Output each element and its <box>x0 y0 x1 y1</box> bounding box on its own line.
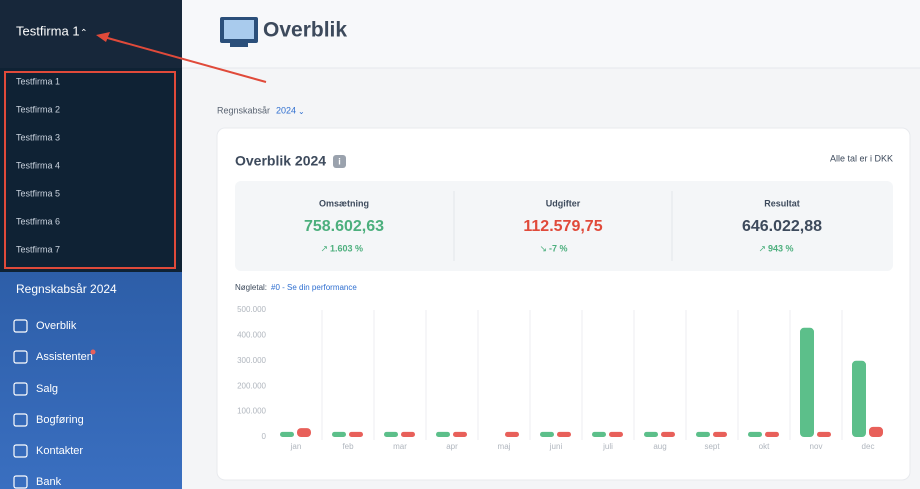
kpi-value: 112.579,75 <box>523 218 602 235</box>
company-dropdown <box>0 68 182 272</box>
fiscal-year[interactable]: Regnskabsår 2024 <box>16 282 117 296</box>
menu-icon <box>13 382 28 396</box>
x-tick-label: mar <box>393 442 407 451</box>
x-tick-label: okt <box>759 442 770 451</box>
card-note: Alle tal er i DKK <box>830 153 893 163</box>
x-tick-label: juli <box>602 442 613 451</box>
bar <box>609 431 623 437</box>
bar <box>765 431 779 437</box>
bar <box>332 431 346 437</box>
x-tick-label: apr <box>446 442 458 451</box>
company-option[interactable]: Testfirma 2 <box>16 104 60 114</box>
bar <box>817 431 831 437</box>
bar <box>540 431 554 437</box>
y-tick-label: 100.000 <box>237 407 266 416</box>
kpi-label: Omsætning <box>319 198 369 208</box>
company-selector[interactable]: Testfirma 1 <box>16 23 80 38</box>
menu-icon <box>13 350 28 364</box>
trend-icon: ↗ <box>320 243 328 253</box>
card-title: Overblik 2024 <box>235 153 326 169</box>
bar <box>748 431 762 437</box>
menu-item[interactable]: Bank <box>36 476 62 488</box>
kpi-change: 943 % <box>768 243 794 253</box>
y-tick-label: 400.000 <box>237 331 266 340</box>
bar <box>297 428 311 437</box>
filter-value[interactable]: 2024 <box>276 105 296 115</box>
x-tick-label: maj <box>498 442 511 451</box>
y-tick-label: 0 <box>262 432 267 441</box>
x-tick-label: aug <box>653 442 666 451</box>
y-tick-label: 300.000 <box>237 356 266 365</box>
highlight-box <box>4 71 176 269</box>
y-tick-label: 200.000 <box>237 381 266 390</box>
bar <box>713 431 727 437</box>
bar <box>453 431 467 437</box>
kpi-label: Udgifter <box>546 198 581 208</box>
sidebar-top <box>0 0 182 68</box>
bar <box>852 360 866 437</box>
notification-dot <box>90 349 96 355</box>
info-glyph: i <box>338 156 341 166</box>
bar <box>349 431 363 437</box>
x-tick-label: juni <box>549 442 563 451</box>
bar <box>384 431 398 437</box>
kpi-label: Resultat <box>764 198 800 208</box>
bar <box>800 327 814 437</box>
bar <box>557 431 571 437</box>
header-bar <box>182 0 920 68</box>
bar <box>869 426 883 437</box>
menu-item[interactable]: Bogføring <box>36 414 84 426</box>
info-icon[interactable] <box>333 155 346 168</box>
x-tick-label: nov <box>810 442 823 451</box>
bar <box>592 431 606 437</box>
annotation-arrow <box>103 36 267 83</box>
kpi-value: 646.022,88 <box>742 218 822 235</box>
chevron: ⌃ <box>80 27 88 37</box>
kpi-change: 1.603 % <box>330 243 363 253</box>
x-tick-label: sept <box>704 442 720 451</box>
filter-label: Regnskabsår <box>217 105 270 115</box>
bar <box>436 431 450 437</box>
x-tick-label: jan <box>290 442 302 451</box>
bar <box>644 431 658 437</box>
header-icon-screen <box>224 20 254 39</box>
menu-item[interactable]: Kontakter <box>36 445 83 457</box>
chevron: ⌄ <box>298 107 305 116</box>
arrow-head <box>96 32 110 42</box>
company-option[interactable]: Testfirma 3 <box>16 132 60 142</box>
company-option[interactable]: Testfirma 6 <box>16 216 60 226</box>
bar <box>505 431 519 437</box>
bar <box>401 431 415 437</box>
company-option[interactable]: Testfirma 5 <box>16 188 60 198</box>
company-option[interactable]: Testfirma 4 <box>16 160 60 170</box>
x-tick-label: dec <box>862 442 875 451</box>
header-icon-stand <box>230 43 248 47</box>
key-label: Nøgletal: <box>235 283 267 292</box>
key-link[interactable]: #0 - Se din performance <box>271 283 357 292</box>
menu-icon <box>13 413 28 427</box>
bar <box>661 431 675 437</box>
menu-icon <box>13 444 28 458</box>
menu-item[interactable]: Salg <box>36 383 58 395</box>
x-tick-label: feb <box>342 442 354 451</box>
menu-item[interactable]: Assistenten <box>36 351 93 363</box>
bar <box>696 431 710 437</box>
menu-icon <box>13 319 28 333</box>
company-option[interactable]: Testfirma 1 <box>16 76 60 86</box>
menu-icon <box>13 475 28 489</box>
kpi-panel <box>235 181 893 271</box>
y-tick-label: 500.000 <box>237 305 266 314</box>
sidebar-menu <box>0 272 182 489</box>
trend-icon: ↗ <box>758 243 766 253</box>
menu-item[interactable]: Overblik <box>36 320 77 332</box>
bar <box>280 431 294 437</box>
company-option[interactable]: Testfirma 7 <box>16 244 60 254</box>
kpi-change: -7 % <box>549 243 568 253</box>
page-title: Overblik <box>263 19 347 42</box>
trend-icon: ↘ <box>539 243 547 253</box>
kpi-value: 758.602,63 <box>304 218 384 235</box>
